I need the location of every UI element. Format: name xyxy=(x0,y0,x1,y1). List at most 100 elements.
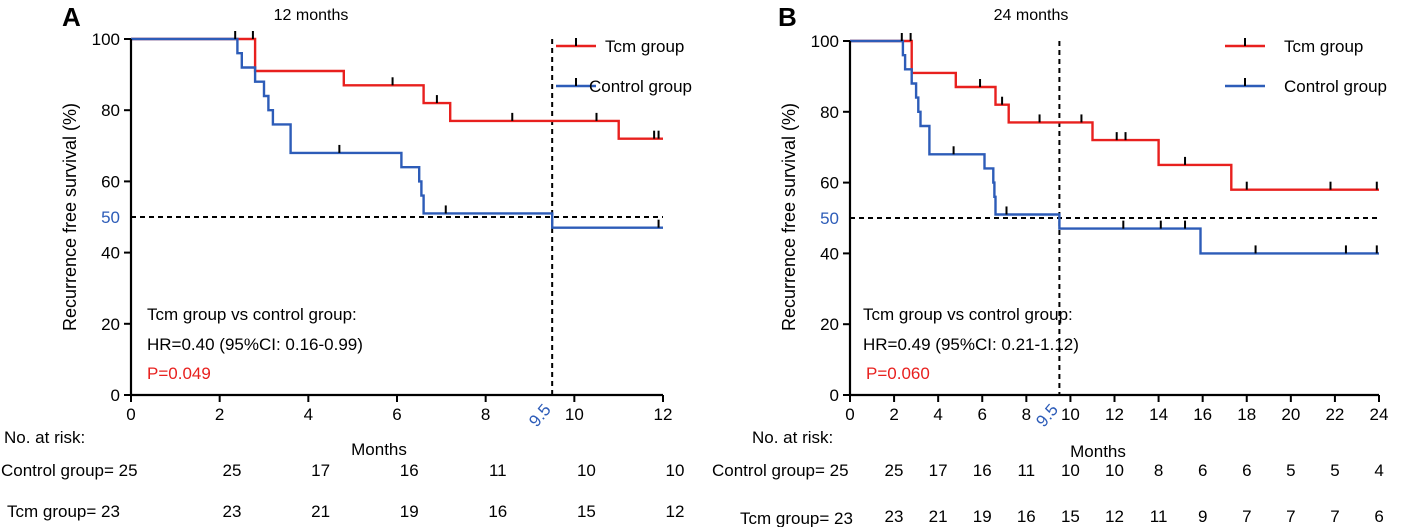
x-tick-label: 16 xyxy=(1193,405,1212,424)
panel-b: B 24 months Recurrence free survival (%)… xyxy=(712,2,1388,527)
risk-value: 15 xyxy=(577,502,596,521)
reference-y-label: 50 xyxy=(101,208,120,227)
risk-value: 19 xyxy=(973,507,992,526)
risk-value: 12 xyxy=(1105,507,1124,526)
panel-a: A 12 months Recurrence free survival (%)… xyxy=(1,2,692,521)
risk-value: 6 xyxy=(1374,507,1383,526)
x-tick-label: 8 xyxy=(481,405,490,424)
legend-tcm-label: Tcm group xyxy=(1284,37,1363,56)
x-tick-label: 4 xyxy=(933,405,942,424)
legend-control-label: Control group xyxy=(589,77,692,96)
chart-title: 12 months xyxy=(274,7,349,24)
risk-value: 21 xyxy=(311,502,330,521)
risk-value: 21 xyxy=(929,507,948,526)
y-tick-label: 60 xyxy=(101,172,120,191)
risk-row-tcm-label: Tcm group= 23 xyxy=(740,509,853,527)
y-tick-label: 20 xyxy=(101,315,120,334)
x-tick-label: 4 xyxy=(304,405,313,424)
x-tick-label: 10 xyxy=(565,405,584,424)
risk-value: 25 xyxy=(885,461,904,480)
risk-value: 9 xyxy=(1198,507,1207,526)
y-tick-label: 100 xyxy=(92,30,120,49)
series-line-control xyxy=(850,39,1379,255)
risk-value: 10 xyxy=(666,461,685,480)
series-line-tcm xyxy=(131,37,663,140)
legend: Tcm group Control group xyxy=(556,37,692,96)
y-tick-label: 40 xyxy=(820,244,839,263)
x-tick-label: 12 xyxy=(654,405,673,424)
annotation-line1: Tcm group vs control group: xyxy=(863,305,1073,324)
risk-value: 10 xyxy=(1061,461,1080,480)
risk-value: 16 xyxy=(400,461,419,480)
annotation-line2: HR=0.40 (95%CI: 0.16-0.99) xyxy=(147,335,363,354)
risk-value: 15 xyxy=(1061,507,1080,526)
risk-value: 17 xyxy=(929,461,948,480)
y-axis-label: Recurrence free survival (%) xyxy=(779,103,799,331)
risk-value: 10 xyxy=(1105,461,1124,480)
risk-value: 11 xyxy=(1150,507,1168,526)
x-tick-label: 2 xyxy=(889,405,898,424)
x-tick-label: 2 xyxy=(215,405,224,424)
x-tick-label: 8 xyxy=(1022,405,1031,424)
risk-table-header: No. at risk: xyxy=(752,428,833,447)
x-tick-label: 6 xyxy=(392,405,401,424)
risk-value: 8 xyxy=(1154,461,1163,480)
risk-value: 6 xyxy=(1242,461,1251,480)
reference-x-label: 9.5 xyxy=(525,400,555,430)
p-value: P=0.060 xyxy=(866,364,930,383)
annotation-line1: Tcm group vs control group: xyxy=(147,305,357,324)
x-tick-label: 0 xyxy=(845,405,854,424)
y-tick-label: 100 xyxy=(811,32,839,51)
x-tick-label: 24 xyxy=(1370,405,1389,424)
y-tick-label: 20 xyxy=(820,315,839,334)
risk-value: 11 xyxy=(1017,461,1035,480)
risk-value: 5 xyxy=(1330,461,1339,480)
y-tick-label: 40 xyxy=(101,244,120,263)
x-axis-label: Months xyxy=(351,440,407,459)
y-tick-label: 0 xyxy=(830,386,839,405)
risk-value: 16 xyxy=(488,502,507,521)
y-tick-label: 80 xyxy=(820,103,839,122)
risk-table-header: No. at risk: xyxy=(4,428,85,447)
series-line-control xyxy=(131,37,663,229)
y-tick-label: 0 xyxy=(111,386,120,405)
risk-row-control-label: Control group= 25 xyxy=(712,461,849,480)
risk-value: 7 xyxy=(1242,507,1251,526)
series-line-tcm xyxy=(850,39,1379,191)
annotation-line2: HR=0.49 (95%CI: 0.21-1.12) xyxy=(863,335,1079,354)
risk-value: 12 xyxy=(666,502,685,521)
risk-value: 25 xyxy=(223,461,242,480)
risk-value: 16 xyxy=(973,461,992,480)
reference-y-label: 50 xyxy=(820,209,839,228)
risk-value: 7 xyxy=(1330,507,1339,526)
risk-value: 23 xyxy=(885,507,904,526)
panel-label: B xyxy=(778,2,797,32)
reference-x-label: 9.5 xyxy=(1032,400,1062,430)
y-tick-label: 80 xyxy=(101,101,120,120)
risk-value: 10 xyxy=(577,461,596,480)
risk-value: 6 xyxy=(1198,461,1207,480)
x-axis-label: Months xyxy=(1070,442,1126,461)
risk-value: 11 xyxy=(489,461,507,480)
x-tick-label: 10 xyxy=(1061,405,1080,424)
risk-value: 4 xyxy=(1374,461,1383,480)
risk-value: 17 xyxy=(311,461,330,480)
risk-value: 23 xyxy=(223,502,242,521)
risk-row-control-label: Control group= 25 xyxy=(1,461,138,480)
x-tick-label: 14 xyxy=(1149,405,1168,424)
x-tick-label: 0 xyxy=(126,405,135,424)
y-tick-label: 60 xyxy=(820,174,839,193)
legend-tcm-label: Tcm group xyxy=(605,37,684,56)
risk-value: 7 xyxy=(1286,507,1295,526)
x-tick-label: 12 xyxy=(1105,405,1124,424)
risk-value: 19 xyxy=(400,502,419,521)
legend-control-label: Control group xyxy=(1284,77,1387,96)
x-tick-label: 22 xyxy=(1325,405,1344,424)
chart-title: 24 months xyxy=(994,7,1069,24)
x-tick-label: 18 xyxy=(1237,405,1256,424)
legend: Tcm group Control group xyxy=(1225,37,1387,96)
p-value: P=0.049 xyxy=(147,364,211,383)
risk-row-tcm-label: Tcm group= 23 xyxy=(7,502,120,521)
risk-value: 16 xyxy=(1017,507,1036,526)
